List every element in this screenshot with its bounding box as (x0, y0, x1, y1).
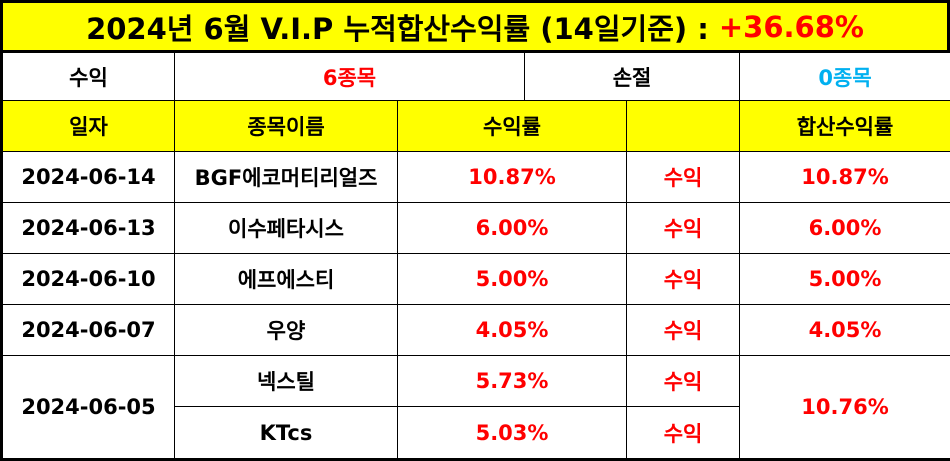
table-row: 2024-06-05 넥스틸 5.73% 수익 10.76% (1, 355, 950, 460)
total-profit: +36.68% (718, 9, 864, 44)
row-status: 수익 (626, 151, 741, 203)
header-date: 일자 (1, 100, 175, 152)
page-title: 2024년 6월 V.I.P 누적합산수익률 (14일기준) : +36.68% (0, 0, 950, 52)
row-name: 이수페타시스 (174, 202, 398, 254)
header-row: 일자 종목이름 수익률 합산수익률 (1, 100, 950, 152)
row-date: 2024-06-14 (1, 151, 175, 203)
row-status: 수익 (626, 304, 741, 356)
summary-loss-label: 손절 (524, 52, 741, 101)
row-name: 넥스틸 (174, 355, 398, 407)
row-return: 5.00% (396, 253, 628, 305)
summary-row: 수익 6종목 손절 0종목 (1, 52, 950, 101)
row-date: 2024-06-13 (1, 202, 175, 254)
row-name: BGF에코머티리얼즈 (174, 151, 398, 203)
row-cumulative: 10.87% (739, 151, 950, 203)
row-status: 수익 (626, 406, 741, 460)
row-date: 2024-06-10 (1, 253, 175, 305)
table-row: 2024-06-13 이수페타시스 6.00% 수익 6.00% (1, 202, 950, 254)
row-date: 2024-06-05 (1, 355, 175, 460)
row-status: 수익 (626, 202, 741, 254)
row-name: KTcs (174, 406, 398, 460)
row-return: 5.73% (396, 355, 628, 407)
row-date: 2024-06-07 (1, 304, 175, 356)
header-name: 종목이름 (174, 100, 398, 152)
summary-loss-value: 0종목 (739, 52, 950, 101)
header-cumulative: 합산수익률 (739, 100, 950, 152)
table-row: KTcs 5.03% 수익 (2, 406, 950, 460)
row-name: 에프에스티 (174, 253, 398, 305)
row-return: 10.87% (396, 151, 628, 203)
row-cumulative: 5.00% (739, 253, 950, 305)
row-status: 수익 (626, 253, 741, 305)
table-row: 2024-06-07 우양 4.05% 수익 4.05% (1, 304, 950, 356)
row-cumulative: 10.76% (739, 355, 950, 460)
row-return: 4.05% (396, 304, 628, 356)
summary-profit-label: 수익 (1, 52, 175, 101)
row-cumulative: 4.05% (739, 304, 950, 356)
returns-table: 수익 6종목 손절 0종목 일자 종목이름 수익률 합산수익률 2024-06-… (0, 52, 950, 461)
header-status (626, 100, 741, 152)
title-text: 2024년 6월 V.I.P 누적합산수익률 (14일기준) : (86, 11, 709, 46)
summary-profit-value: 6종목 (173, 52, 526, 101)
row-name: 우양 (174, 304, 398, 356)
row-return: 5.03% (396, 406, 628, 460)
row-cumulative: 6.00% (739, 202, 950, 254)
row-return: 6.00% (396, 202, 628, 254)
table-row: 2024-06-14 BGF에코머티리얼즈 10.87% 수익 10.87% (1, 151, 950, 203)
header-return: 수익률 (396, 100, 628, 152)
row-status: 수익 (626, 355, 741, 407)
table-row: 2024-06-10 에프에스티 5.00% 수익 5.00% (1, 253, 950, 305)
